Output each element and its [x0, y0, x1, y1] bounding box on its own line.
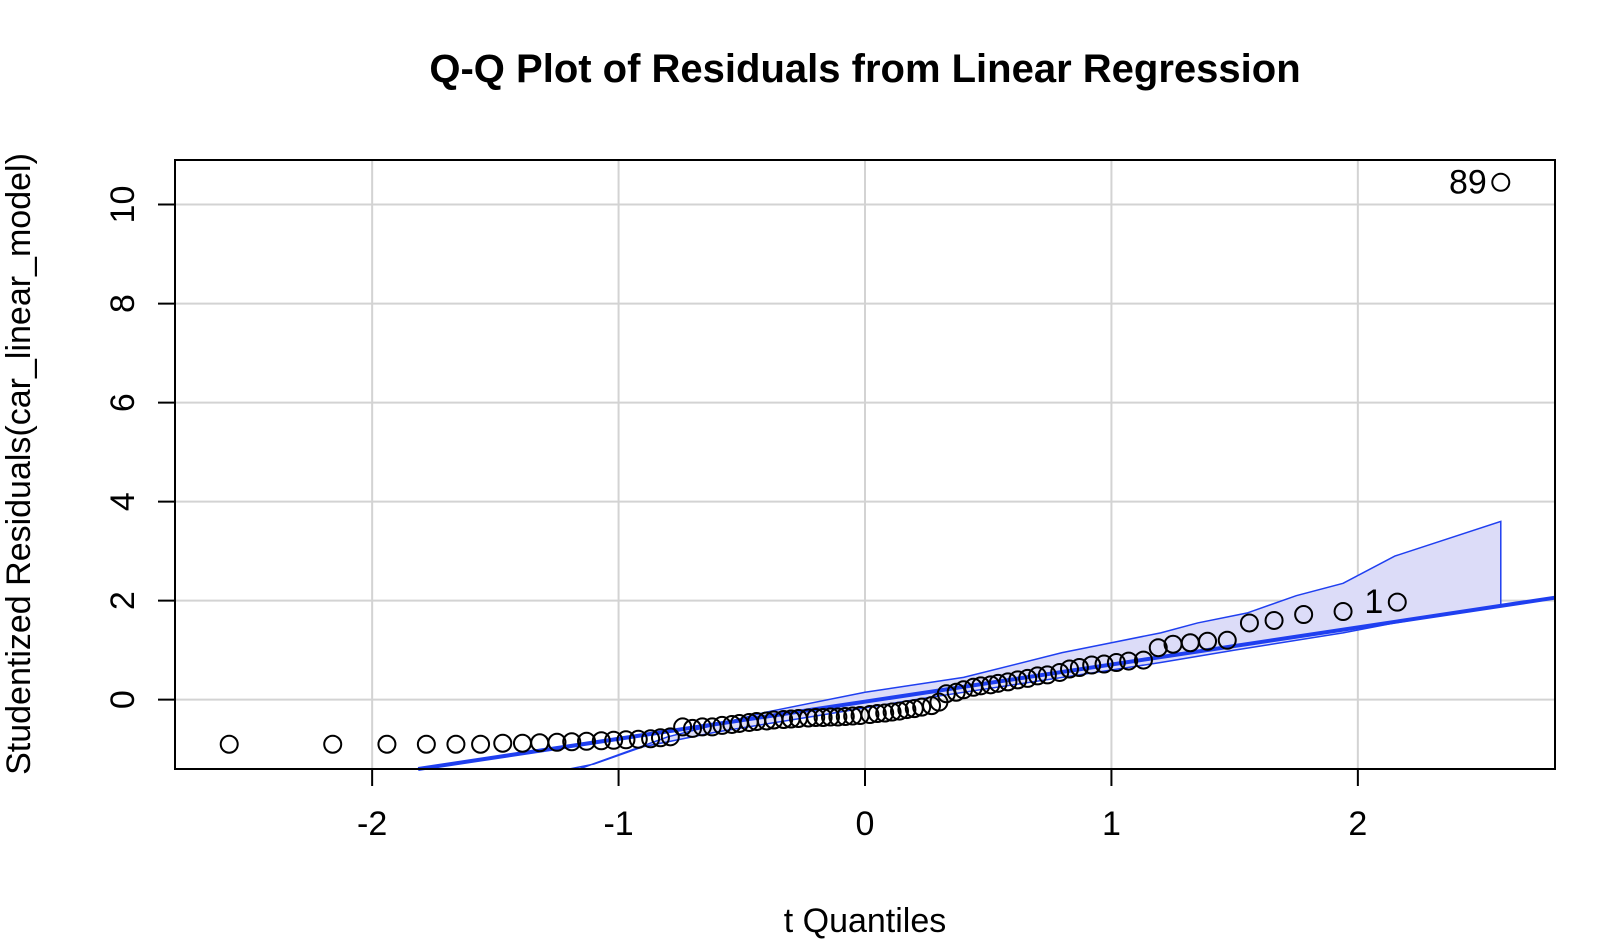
data-point [323, 734, 343, 754]
data-point [604, 730, 624, 750]
grid [175, 160, 1555, 769]
data-point [1050, 662, 1070, 682]
x-tick-label: -2 [357, 805, 387, 843]
x-tick-label: -1 [603, 805, 633, 843]
data-point [875, 703, 895, 723]
data-point [946, 682, 966, 702]
data-point [1491, 172, 1511, 192]
y-axis-label: Studentized Residuals(car_linear_model) [0, 153, 38, 775]
x-tick-label: 2 [1348, 805, 1367, 843]
data-point [616, 730, 636, 750]
data-point [1387, 592, 1407, 612]
y-axis: 0 2 4 6 8 10 [104, 186, 175, 709]
data-point [954, 680, 974, 700]
data-point [1028, 666, 1047, 686]
data-point [1217, 630, 1237, 650]
data-point [867, 704, 887, 724]
data-point [493, 733, 513, 753]
data-point [1333, 602, 1353, 622]
data-point [446, 734, 466, 754]
data-point [860, 705, 880, 725]
y-tick-label: 4 [104, 492, 142, 511]
data-point [377, 734, 397, 754]
data-point [673, 717, 693, 737]
data-points [219, 172, 1511, 754]
data-point [547, 732, 567, 752]
point-label: 89 [1449, 163, 1487, 201]
data-point [1082, 655, 1102, 675]
data-point [1119, 651, 1139, 671]
y-tick-label: 10 [104, 186, 142, 224]
data-point [660, 727, 680, 747]
data-point [1148, 638, 1168, 658]
data-point [219, 734, 239, 754]
data-point [692, 717, 712, 737]
x-tick-label: 1 [1102, 805, 1121, 843]
x-axis-label: t Quantiles [784, 902, 947, 940]
data-point [650, 728, 670, 748]
data-point [416, 734, 436, 754]
data-point [998, 672, 1018, 692]
data-point [577, 731, 597, 751]
data-point [702, 717, 722, 737]
data-point [591, 731, 611, 751]
data-point [897, 700, 917, 720]
data-point [1094, 654, 1114, 674]
y-tick-label: 6 [104, 393, 142, 412]
data-point [512, 733, 532, 753]
data-point [1060, 659, 1080, 679]
y-tick-label: 0 [104, 690, 142, 709]
x-tick-label: 0 [856, 805, 875, 843]
data-point [988, 673, 1008, 693]
reference-line [417, 595, 1556, 771]
data-point [641, 729, 661, 749]
data-point [471, 734, 491, 754]
data-point [806, 708, 826, 728]
data-point [798, 708, 818, 728]
data-point [828, 707, 848, 727]
data-point [1069, 658, 1089, 677]
data-point [936, 684, 956, 704]
point-labels: 89 1 [1364, 163, 1486, 621]
data-point [628, 729, 648, 749]
data-point [1239, 613, 1259, 633]
data-point [813, 708, 833, 728]
data-point [1294, 605, 1314, 625]
data-point [683, 718, 702, 738]
y-tick-label: 2 [104, 591, 142, 610]
data-point [890, 701, 909, 721]
data-point [1106, 653, 1126, 673]
data-point [1133, 650, 1153, 670]
data-point [1008, 670, 1028, 690]
x-axis: -2 -1 0 1 2 [357, 769, 1367, 843]
chart-title: Q-Q Plot of Residuals from Linear Regres… [429, 47, 1300, 91]
data-point [821, 707, 840, 727]
data-point [835, 707, 855, 727]
y-tick-label: 8 [104, 294, 142, 313]
data-point [562, 732, 582, 752]
reference-line-segment [417, 595, 1556, 771]
data-point [882, 702, 902, 722]
data-point [1264, 610, 1284, 630]
data-point [1018, 668, 1038, 688]
data-point [912, 697, 932, 717]
point-label: 1 [1364, 583, 1383, 621]
data-point [1198, 631, 1218, 651]
data-point [774, 709, 794, 729]
data-point [1037, 665, 1057, 685]
